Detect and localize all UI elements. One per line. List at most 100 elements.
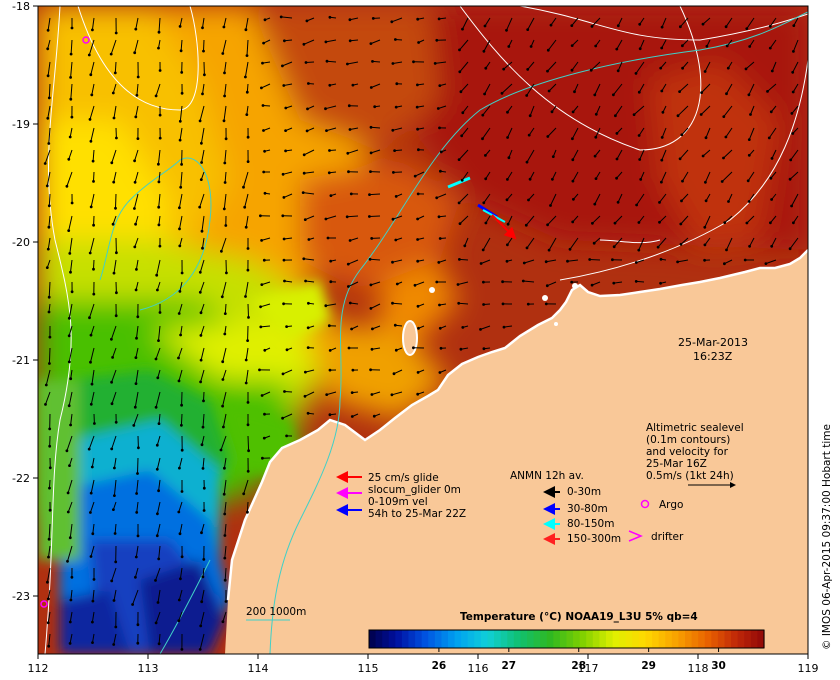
velocity-arrow-head [415, 105, 419, 109]
velocity-arrow [224, 303, 227, 314]
velocity-arrow-head [501, 302, 505, 306]
sst-field [38, 6, 808, 654]
velocity-arrow [134, 237, 139, 248]
velocity-arrow-head [723, 262, 726, 266]
velocity-arrow-head [44, 383, 48, 387]
velocity-arrow-head [246, 247, 250, 250]
velocity-arrow [572, 171, 579, 182]
velocity-arrow [199, 259, 205, 273]
velocity-arrow-head [351, 368, 355, 372]
velocity-arrow-head [69, 423, 72, 427]
velocity-arrow-head [67, 404, 71, 408]
velocity-arrow-head [91, 620, 94, 624]
velocity-arrow-head [482, 347, 486, 351]
velocity-arrow [48, 523, 51, 540]
velocity-arrow [180, 171, 183, 188]
velocity-arrow-head [725, 44, 729, 48]
colorbar-scale [369, 630, 765, 648]
velocity-arrow-head [482, 201, 486, 205]
velocity-arrow-head [544, 302, 548, 306]
velocity-arrow [91, 17, 95, 30]
velocity-arrow-head [46, 597, 50, 601]
velocity-arrow [114, 61, 117, 73]
velocity-arrow-head [659, 281, 662, 285]
velocity-arrow [224, 523, 227, 536]
argo-icon [640, 499, 650, 509]
velocity-arrow-head [525, 160, 529, 164]
velocity-arrow [44, 149, 51, 164]
velocity-arrow-head [301, 191, 305, 195]
velocity-arrow-head [546, 135, 550, 138]
velocity-arrow-head [412, 346, 415, 350]
velocity-arrow-head [262, 129, 265, 132]
velocity-arrow-head [703, 225, 707, 229]
velocity-arrow-head [769, 176, 773, 180]
velocity-arrow-head [281, 372, 285, 376]
velocity-arrow [179, 215, 183, 229]
drifter-legend-label: drifter [651, 531, 684, 543]
velocity-arrow-head [247, 449, 251, 453]
velocity-arrow [348, 259, 359, 265]
colorbar-segment [546, 630, 554, 648]
velocity-arrow-head [527, 198, 530, 202]
velocity-arrow-head [154, 579, 157, 582]
colorbar-segment [731, 630, 739, 648]
velocity-arrow-head [223, 94, 227, 98]
velocity-arrow-head [68, 252, 72, 255]
velocity-arrow-head [283, 39, 286, 43]
velocity-arrow-head [114, 560, 118, 564]
velocity-arrow-head [68, 135, 72, 139]
velocity-arrow-head [459, 347, 463, 351]
velocity-arrow-head [47, 555, 50, 559]
velocity-arrow [48, 193, 51, 206]
x-axis: 112 113 114 115 116 117 118 119 [28, 654, 819, 675]
velocity-arrow [48, 83, 51, 98]
colorbar-segment [487, 630, 495, 648]
velocity-arrow [680, 215, 689, 225]
velocity-arrow-head [501, 280, 504, 284]
velocity-arrow-head [244, 225, 248, 229]
velocity-arrow [414, 171, 425, 177]
colorbar-segment [395, 630, 403, 648]
velocity-arrow-head [347, 285, 350, 288]
velocity-arrow-head [635, 203, 638, 207]
velocity-arrow [704, 61, 711, 72]
velocity-arrow-head [680, 199, 683, 203]
velocity-arrow-head [135, 511, 139, 514]
velocity-arrow [91, 457, 95, 468]
velocity-arrow [371, 391, 381, 395]
velocity-arrow [224, 171, 227, 183]
velocity-arrow [613, 83, 623, 96]
velocity-arrow-head [154, 357, 158, 361]
colorbar-segment [369, 630, 377, 648]
velocity-arrow-head [438, 126, 441, 130]
velocity-arrow-head [70, 26, 74, 30]
velocity-arrow-head [223, 534, 227, 537]
velocity-arrow-head [792, 50, 795, 53]
velocity-arrow-head [438, 326, 442, 330]
velocity-arrow-head [725, 248, 728, 252]
velocity-arrow [111, 435, 117, 450]
velocity-arrow-head [458, 258, 461, 261]
velocity-arrow [550, 193, 557, 206]
velocity-arrow [392, 259, 403, 263]
velocity-arrow [414, 281, 425, 286]
velocity-arrow-head [93, 422, 96, 425]
velocity-arrow-head [177, 356, 180, 360]
velocity-arrow [261, 281, 271, 286]
velocity-arrow-head [157, 642, 161, 646]
velocity-arrow-head [369, 307, 373, 310]
velocity-arrow [261, 237, 271, 241]
velocity-arrow-head [612, 93, 615, 97]
velocity-arrow [111, 567, 117, 582]
velocity-arrow-head [179, 49, 183, 53]
argo-float[interactable] [82, 36, 90, 44]
velocity-arrow-head [394, 238, 398, 242]
argo-float[interactable] [40, 600, 48, 608]
colorbar-segment [448, 630, 456, 648]
velocity-arrow-head [769, 110, 773, 114]
velocity-arrow-head [157, 30, 161, 34]
velocity-arrow-head [201, 26, 204, 30]
colorbar-segment [652, 630, 660, 648]
velocity-arrow-head [281, 416, 284, 420]
